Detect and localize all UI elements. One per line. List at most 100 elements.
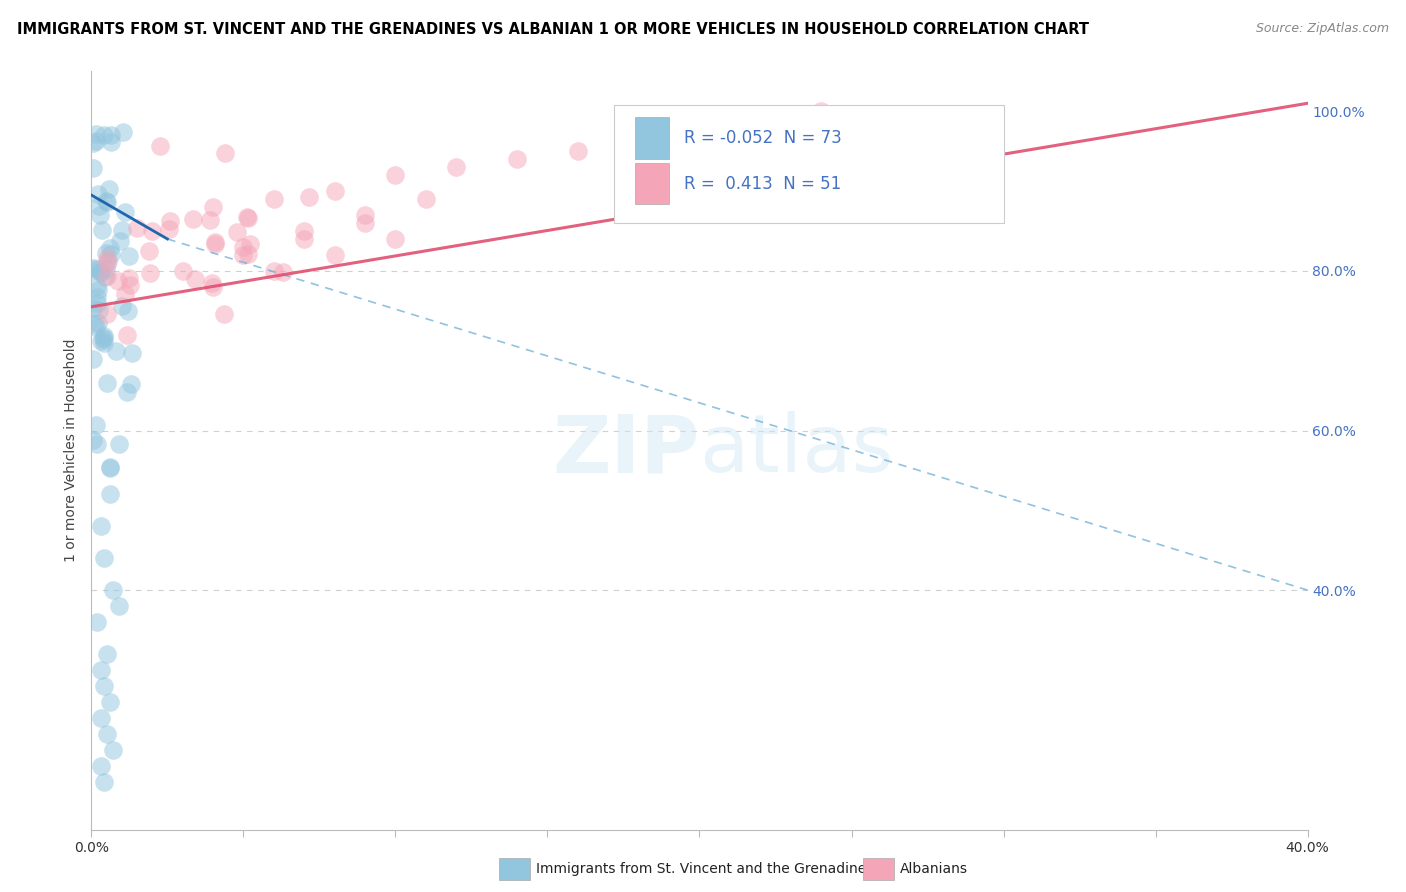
Point [184, 272, 207, 286]
Text: atlas: atlas [699, 411, 894, 490]
Point [444, 160, 467, 174]
Point [83, 317, 105, 331]
Point [98, 460, 121, 475]
Point [100, 247, 122, 261]
Point [204, 237, 226, 252]
Point [202, 280, 225, 294]
Point [202, 200, 225, 214]
Point [91, 223, 114, 237]
Point [107, 274, 129, 288]
Text: Source: ZipAtlas.com: Source: ZipAtlas.com [1256, 22, 1389, 36]
Point [93, 329, 115, 343]
Point [96, 256, 118, 270]
Point [112, 125, 135, 139]
Point [271, 264, 294, 278]
Point [90, 265, 112, 279]
Point [214, 146, 236, 161]
Point [108, 234, 131, 248]
Point [89, 303, 111, 318]
Point [125, 220, 148, 235]
Point [101, 743, 124, 757]
Point [82, 136, 104, 150]
Point [96, 268, 118, 283]
Point [84, 128, 107, 142]
Point [104, 343, 127, 358]
Point [86, 296, 108, 310]
Point [94, 245, 117, 260]
Point [82, 434, 104, 448]
Point [263, 264, 285, 278]
Point [93, 679, 115, 693]
Point [93, 336, 115, 351]
Point [120, 376, 142, 391]
Point [98, 241, 121, 255]
Point [98, 461, 121, 475]
Point [101, 583, 124, 598]
Text: R =  0.413  N = 51: R = 0.413 N = 51 [683, 175, 841, 193]
Point [93, 551, 115, 566]
Point [89, 663, 111, 677]
Point [87, 261, 110, 276]
Point [84, 134, 107, 148]
Point [94, 194, 117, 208]
Point [89, 334, 111, 349]
Point [292, 224, 315, 238]
Point [236, 246, 259, 260]
Text: IMMIGRANTS FROM ST. VINCENT AND THE GRENADINES VS ALBANIAN 1 OR MORE VEHICLES IN: IMMIGRANTS FROM ST. VINCENT AND THE GREN… [17, 22, 1088, 37]
Point [96, 252, 118, 266]
Point [232, 248, 254, 262]
Point [204, 235, 226, 249]
Point [93, 331, 115, 345]
Point [232, 240, 254, 254]
Point [323, 184, 346, 198]
Text: Albanians: Albanians [900, 862, 967, 876]
Point [212, 307, 235, 321]
Point [292, 232, 315, 246]
Point [94, 269, 117, 284]
Point [107, 599, 129, 613]
Point [96, 194, 118, 209]
Point [86, 290, 108, 304]
Point [120, 278, 142, 293]
Point [100, 128, 122, 142]
Point [198, 213, 221, 227]
Point [98, 487, 121, 501]
Point [354, 208, 377, 222]
Point [384, 232, 406, 246]
Point [93, 128, 115, 142]
Point [354, 216, 377, 230]
Point [93, 774, 115, 789]
Point [91, 332, 114, 346]
Point [810, 104, 832, 119]
Point [323, 248, 346, 262]
Point [94, 261, 117, 276]
Point [181, 212, 204, 227]
Point [138, 244, 160, 259]
Point [239, 236, 262, 251]
Point [83, 260, 105, 275]
Point [117, 270, 139, 285]
Point [96, 647, 118, 661]
FancyBboxPatch shape [614, 105, 1004, 223]
Point [567, 144, 589, 158]
Point [86, 615, 108, 629]
Point [141, 224, 163, 238]
Point [100, 135, 122, 149]
Point [98, 695, 121, 709]
Point [159, 214, 181, 228]
Point [89, 758, 111, 772]
Text: ZIP: ZIP [553, 411, 699, 490]
Point [226, 225, 249, 239]
Point [415, 192, 437, 206]
Point [82, 161, 104, 176]
Point [87, 187, 110, 202]
Point [87, 283, 110, 297]
Point [139, 266, 162, 280]
Point [108, 437, 131, 451]
Point [84, 418, 107, 433]
Point [149, 139, 172, 153]
Point [89, 519, 111, 533]
Y-axis label: 1 or more Vehicles in Household: 1 or more Vehicles in Household [65, 339, 79, 562]
Point [236, 211, 259, 225]
Text: Immigrants from St. Vincent and the Grenadines: Immigrants from St. Vincent and the Gren… [536, 862, 873, 876]
